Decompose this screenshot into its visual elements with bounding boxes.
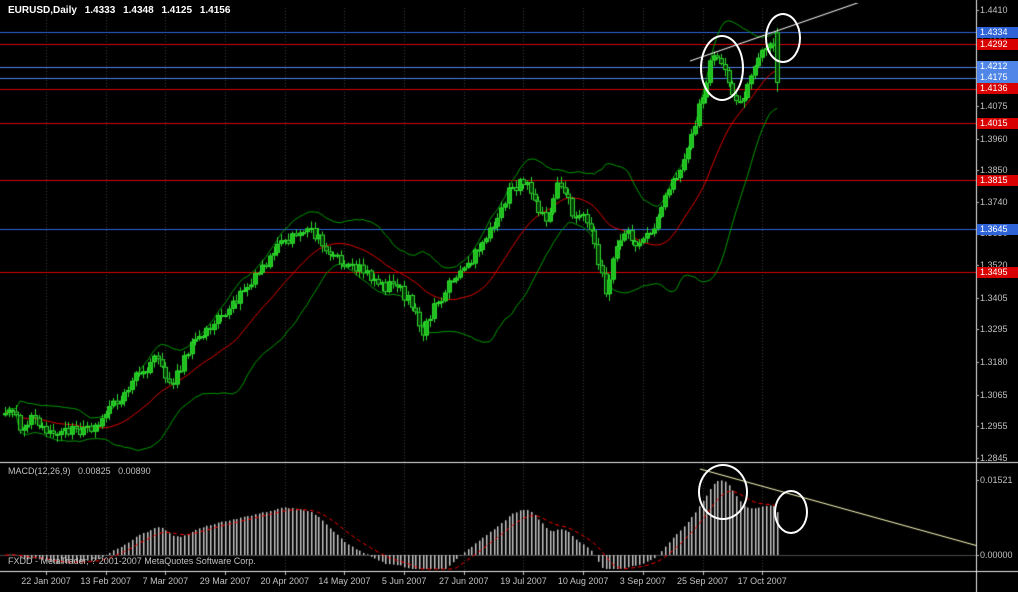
price-level-tag: 1.3645	[977, 223, 1018, 235]
price-axis-tick: 1.4410	[980, 5, 1008, 16]
highlight-ellipse[interactable]	[698, 464, 748, 520]
macd-axis-tick: 0.00000	[980, 550, 1013, 560]
highlight-ellipse[interactable]	[774, 490, 808, 534]
price-axis-tick: 1.2845	[980, 452, 1008, 463]
price-level-tag: 1.3815	[977, 174, 1018, 186]
date-axis-label: 13 Feb 2007	[80, 576, 131, 586]
date-axis-label: 17 Oct 2007	[737, 576, 787, 586]
date-axis-label: 5 Jun 2007	[381, 576, 427, 586]
price-axis-tick: 1.2955	[980, 421, 1008, 432]
price-level-tag: 1.4292	[977, 38, 1018, 50]
symbol-timeframe-label: EURUSD,Daily	[8, 5, 77, 16]
date-axis-label: 14 May 2007	[318, 576, 371, 586]
chart-title: EURUSD,Daily 1.4333 1.4348 1.4125 1.4156	[8, 5, 235, 16]
date-axis-label: 25 Sep 2007	[676, 576, 729, 586]
date-axis-label: 7 Mar 2007	[142, 576, 189, 586]
date-axis-label: 27 Jun 2007	[439, 576, 489, 586]
highlight-ellipse[interactable]	[700, 35, 744, 101]
price-level-tag: 1.4015	[977, 117, 1018, 129]
quote-low: 1.4125	[161, 5, 193, 16]
price-level-tag: 1.4136	[977, 83, 1018, 95]
date-axis-label: 20 Apr 2007	[260, 576, 310, 586]
price-level-tag: 1.4175	[977, 72, 1018, 83]
price-axis-tick: 1.3960	[980, 134, 1008, 144]
price-axis-tick: 1.3405	[980, 292, 1008, 303]
price-axis-tick: 1.3295	[980, 324, 1008, 335]
macd-name: MACD(12,26,9)	[8, 466, 71, 476]
price-axis-tick: 1.3065	[980, 390, 1008, 400]
date-axis-label: 29 Mar 2007	[199, 576, 251, 586]
price-axis-tick: 1.3850	[980, 165, 1008, 176]
price-axis-tick: 1.3740	[980, 196, 1008, 207]
macd-indicator-label: MACD(12,26,9) 0.00825 0.00890	[8, 466, 156, 476]
quote-close: 1.4156	[199, 5, 231, 16]
price-axis-tick: 1.3180	[980, 357, 1008, 368]
price-level-tag: 1.3495	[977, 266, 1018, 278]
price-axis-tick: 1.3520	[980, 259, 1008, 270]
date-axis-label: 19 Jul 2007	[500, 576, 547, 586]
highlight-ellipse[interactable]	[765, 13, 801, 63]
price-level-tag: 1.4334	[977, 26, 1018, 38]
date-axis-label: 10 Aug 2007	[557, 576, 609, 586]
price-axis-tick: 1.4075	[980, 101, 1008, 112]
macd-value-signal: 0.00890	[118, 466, 151, 476]
macd-axis-tick: 0.01521	[980, 475, 1013, 486]
date-axis-label: 3 Sep 2007	[619, 576, 666, 586]
quote-open: 1.4333	[84, 5, 116, 16]
copyright-label: FXDD - MetaTrader, ? 2001-2007 MetaQuote…	[8, 556, 256, 566]
price-level-tag: 1.4212	[977, 61, 1018, 73]
quote-high: 1.4348	[123, 5, 154, 16]
date-axis-label: 22 Jan 2007	[21, 576, 71, 586]
macd-value-main: 0.00825	[78, 466, 111, 476]
